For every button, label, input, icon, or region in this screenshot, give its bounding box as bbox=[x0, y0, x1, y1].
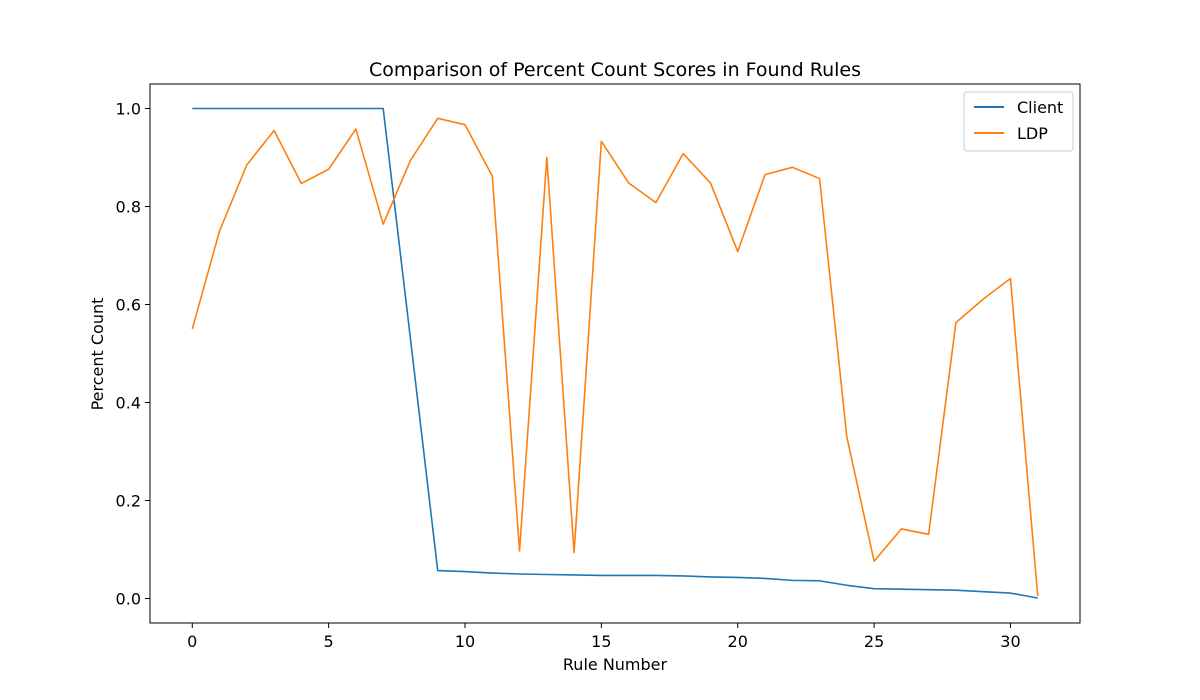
series-line-ldp bbox=[192, 118, 1037, 596]
legend-label-ldp: LDP bbox=[1017, 124, 1048, 143]
x-tick-label: 20 bbox=[728, 632, 748, 651]
x-tick-label: 0 bbox=[187, 632, 197, 651]
x-axis-label: Rule Number bbox=[563, 655, 668, 674]
series-line-client bbox=[192, 109, 1037, 599]
x-axis: 0 5 10 15 20 25 30 bbox=[187, 623, 1020, 651]
chart-title: Comparison of Percent Count Scores in Fo… bbox=[369, 59, 861, 81]
plot-frame bbox=[150, 84, 1080, 623]
y-axis-label: Percent Count bbox=[88, 298, 107, 411]
y-tick-label: 0.0 bbox=[116, 590, 141, 609]
x-tick-label: 5 bbox=[324, 632, 334, 651]
series-group bbox=[192, 109, 1037, 599]
plot-area bbox=[150, 84, 1080, 623]
y-tick-label: 0.8 bbox=[116, 198, 141, 217]
legend: Client LDP bbox=[964, 92, 1073, 151]
y-tick-label: 0.2 bbox=[116, 492, 141, 511]
x-tick-label: 10 bbox=[455, 632, 475, 651]
x-tick-label: 25 bbox=[864, 632, 884, 651]
x-tick-label: 30 bbox=[1000, 632, 1020, 651]
y-axis: 0.0 0.2 0.4 0.6 0.8 1.0 bbox=[116, 100, 150, 609]
y-tick-label: 0.6 bbox=[116, 296, 141, 315]
y-tick-label: 0.4 bbox=[116, 394, 141, 413]
legend-label-client: Client bbox=[1017, 98, 1063, 117]
y-tick-label: 1.0 bbox=[116, 100, 141, 119]
x-tick-label: 15 bbox=[591, 632, 611, 651]
